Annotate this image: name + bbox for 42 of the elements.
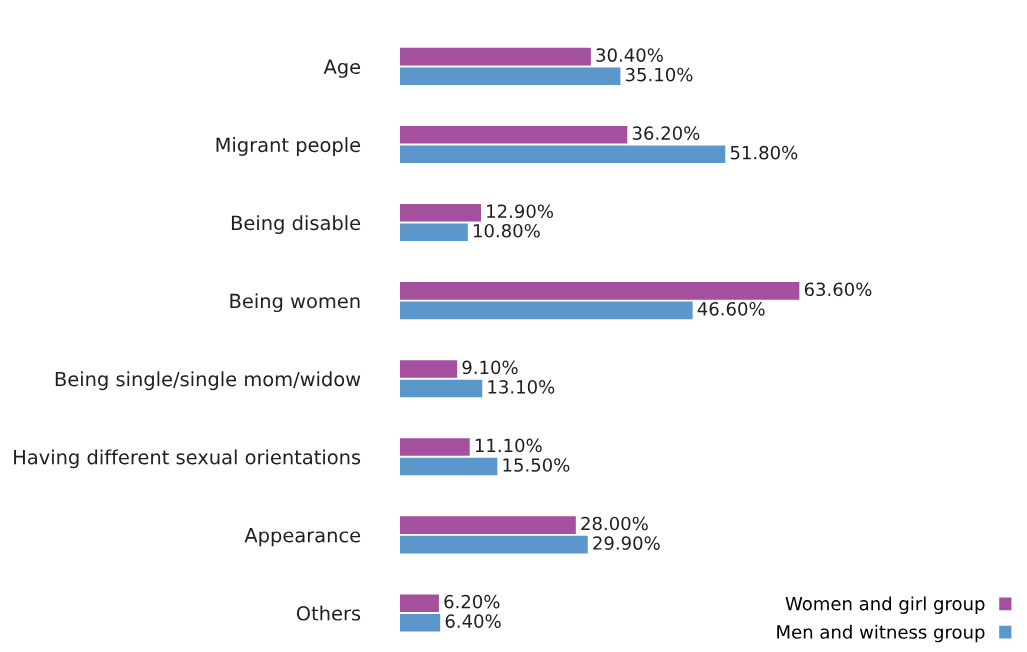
bar [400,457,498,476]
data-label: 13.10% [488,380,555,394]
y-tick-label: Age [323,59,361,78]
bar [400,125,628,144]
bar [400,223,468,242]
data-label: 12.90% [487,204,554,219]
bar [400,360,458,378]
y-tick-label: Migrant people [216,137,361,156]
data-label: 51.80% [730,145,798,160]
data-label: 10.80% [473,223,540,238]
data-label: 46.60% [697,301,765,316]
bar [400,535,588,554]
legend-label: Women and girl group [785,596,985,614]
bar [400,67,621,85]
bar [400,438,470,456]
data-label: 9.10% [462,360,518,375]
y-tick-label: Being women [230,293,360,313]
data-label: 11.10% [475,438,542,453]
bar [400,145,726,164]
y-tick-label: Having different sexual orientations [14,449,361,469]
bar [400,282,800,300]
bar [400,301,693,320]
data-label: 29.90% [593,536,660,550]
data-label: 6.40% [445,614,501,628]
bar [400,47,591,66]
data-label: 30.40% [596,48,663,62]
data-label: 63.60% [804,282,872,297]
data-label: 36.20% [632,126,700,140]
y-tick-label: Appearance [244,528,361,547]
y-tick-label: Being disable [231,215,361,234]
bar [400,516,576,534]
y-tick-label: Others [296,605,361,621]
data-label: 35.10% [625,67,693,82]
legend-label: Men and witness group [777,624,985,643]
bar [400,204,481,222]
data-label: 28.00% [581,516,648,531]
bar [400,594,439,612]
bar [400,379,483,398]
data-label: 6.20% [444,594,500,609]
data-label: 15.50% [503,458,570,472]
bar [400,613,441,632]
y-tick-label: Being single/single mom/widow [55,371,361,391]
